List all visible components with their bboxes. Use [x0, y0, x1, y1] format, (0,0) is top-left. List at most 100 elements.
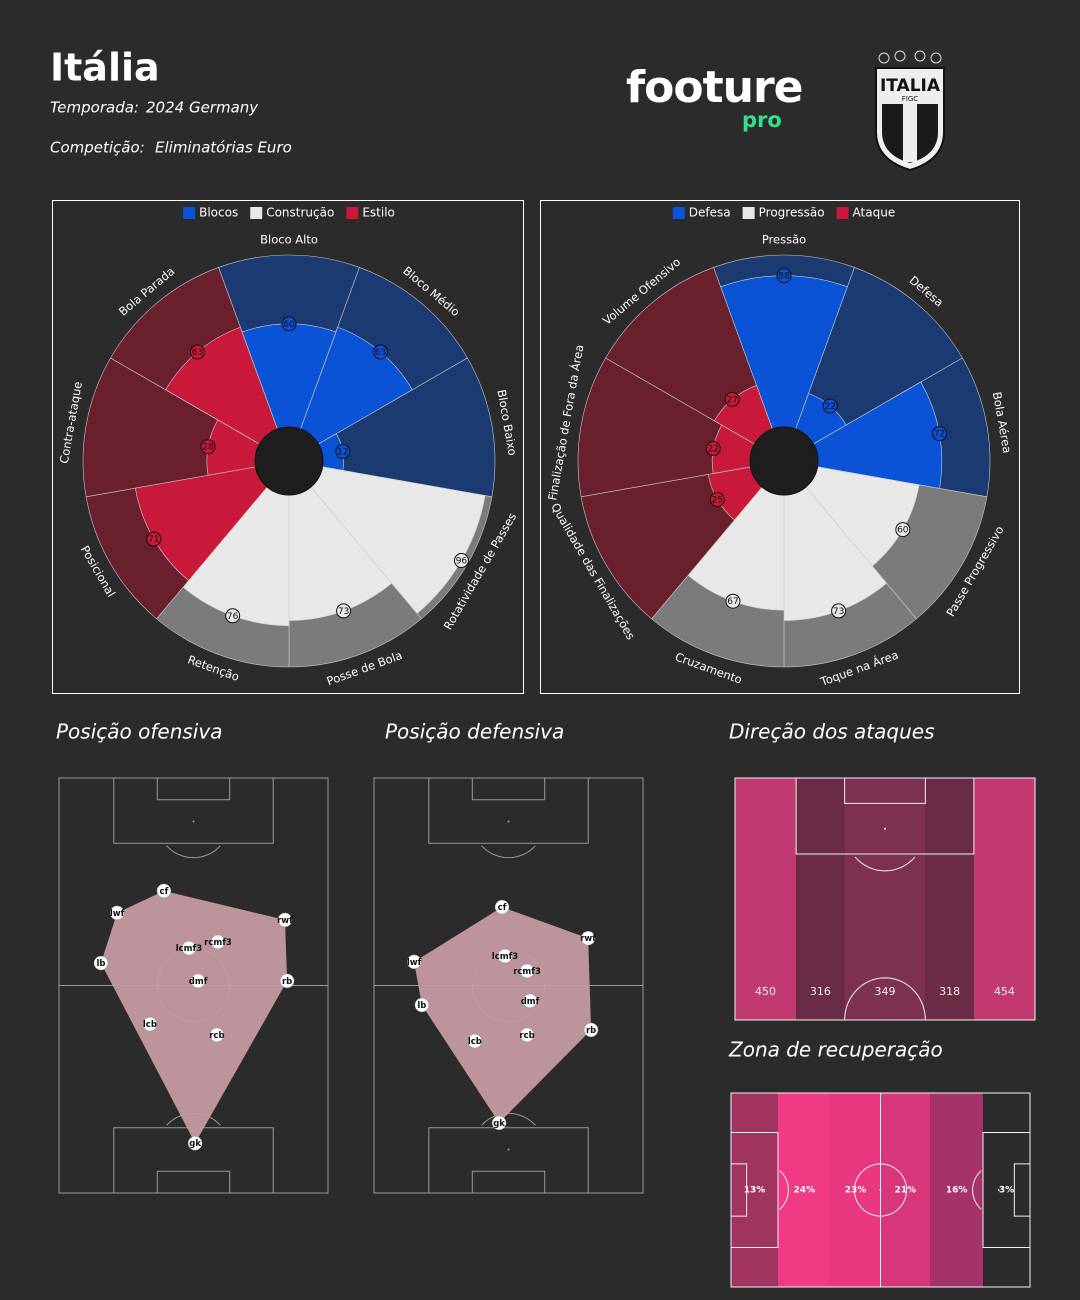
value-marker [281, 316, 297, 332]
value-label: 22 [708, 445, 719, 455]
zone-column [777, 1093, 831, 1287]
value-marker [776, 268, 792, 284]
pitch-line [731, 1132, 779, 1248]
pitch-line [471, 1170, 546, 1193]
value-label: 96 [456, 557, 468, 567]
pitch-line [734, 777, 1036, 1021]
zone-label: 450 [755, 985, 776, 998]
zone-label: 21% [895, 1186, 917, 1196]
pitch-line [471, 778, 546, 801]
player-label: rwf [277, 916, 293, 926]
legend-label: Ataque [853, 206, 896, 220]
pitch-line [731, 1163, 748, 1217]
legend-swatch [742, 207, 755, 219]
zone-column [983, 1093, 1030, 1287]
legend-swatch [250, 207, 263, 219]
value-label: 22 [824, 402, 835, 412]
player-marker [279, 973, 295, 989]
player-marker [467, 1033, 483, 1049]
zone-label: 454 [994, 985, 1015, 998]
value-label: 72 [934, 430, 945, 440]
pitch-line [156, 1170, 231, 1193]
value-label: 73 [833, 607, 844, 617]
value-label: 76 [227, 612, 239, 622]
pitch-line [972, 1170, 982, 1210]
pitch-line [854, 856, 916, 872]
center-hole [749, 426, 819, 496]
legend-swatch [346, 207, 359, 219]
zone-column [731, 1093, 778, 1287]
player-marker [210, 934, 226, 950]
section-title: Direção dos ataques [729, 720, 935, 744]
player-label: rb [282, 977, 292, 987]
pitch-line [844, 977, 926, 1021]
value-marker [724, 391, 740, 407]
logo-sub: pro [742, 108, 782, 132]
player-marker [580, 930, 596, 946]
zone-label: 23% [845, 1186, 867, 1196]
player-marker [414, 997, 430, 1013]
player-marker [519, 963, 535, 979]
value-marker [453, 553, 469, 569]
value-marker [335, 444, 351, 460]
player-marker [181, 940, 197, 956]
pitch-line [1013, 1163, 1030, 1217]
pitch-spot [192, 820, 195, 823]
player-label: lb [96, 959, 105, 969]
player-label: rcb [519, 1031, 534, 1041]
zone-label: 3% [999, 1186, 1014, 1196]
player-label: lb [417, 1001, 426, 1011]
pitch-line [373, 777, 644, 1194]
player-label: lwf [110, 909, 125, 919]
formation-hull [414, 907, 592, 1123]
pitch-line [166, 845, 221, 859]
player-marker [277, 912, 293, 928]
pitch-spot [507, 1148, 510, 1151]
badge-text: ITALIA [880, 76, 941, 96]
pitch-line [982, 1132, 1030, 1248]
value-marker [146, 531, 162, 547]
zone-label: 316 [810, 985, 831, 998]
player-label: rcmf3 [513, 967, 541, 977]
competition: Eliminatórias Euro [155, 139, 292, 157]
player-marker [494, 899, 510, 915]
pitch-line [481, 1112, 536, 1126]
value-marker [225, 608, 241, 624]
pitch-spot [507, 820, 510, 823]
value-marker [189, 344, 205, 360]
zone-label: 349 [875, 985, 896, 998]
zone-label: 13% [744, 1186, 766, 1196]
zone-label: 24% [794, 1186, 816, 1196]
zone-column [930, 1093, 984, 1287]
player-marker [497, 948, 513, 964]
player-marker [93, 955, 109, 971]
pitch-line [113, 778, 274, 844]
zone-column [925, 778, 974, 1020]
player-label: lcb [143, 1020, 157, 1030]
zone-column [796, 778, 845, 1020]
legend-label: Defesa [689, 206, 731, 220]
zone-label: 318 [939, 985, 960, 998]
value-label: 73 [338, 607, 349, 617]
star [894, 50, 906, 62]
pitch-line [428, 1127, 589, 1193]
value-marker [373, 344, 389, 360]
player-label: lcmf3 [176, 944, 203, 954]
legend-swatch [836, 207, 849, 219]
competition-label: Competição: [50, 139, 145, 157]
player-marker [406, 954, 422, 970]
season: 2024 Germany [146, 99, 259, 117]
badge: ITALIA FIGC [875, 50, 945, 172]
value-label: 71 [148, 535, 159, 545]
zone-column [844, 778, 926, 1020]
legend-label: Progressão [759, 206, 825, 220]
player-label: gk [189, 1139, 201, 1149]
value-label: 12 [337, 448, 348, 458]
value-marker [200, 439, 216, 455]
star [914, 50, 926, 62]
pitch-line [428, 778, 589, 844]
pitch-line [58, 777, 329, 1194]
section-title: Posição ofensiva [56, 720, 222, 744]
player-marker [209, 1027, 225, 1043]
